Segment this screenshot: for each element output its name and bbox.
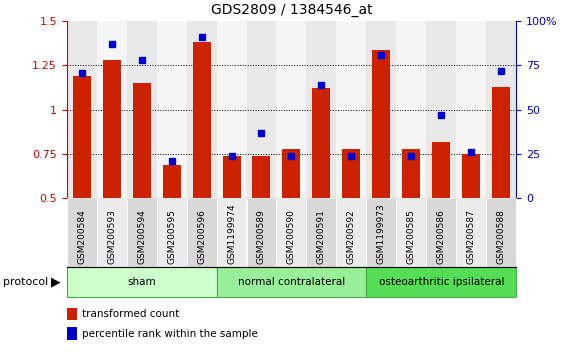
- Bar: [432, 142, 450, 198]
- Text: ▶: ▶: [51, 276, 60, 289]
- Bar: [246, 21, 277, 198]
- Bar: [426, 21, 456, 198]
- Bar: [396, 21, 426, 198]
- Bar: [403, 149, 420, 198]
- Text: sham: sham: [127, 277, 156, 287]
- Bar: [336, 21, 367, 198]
- Text: GSM200596: GSM200596: [197, 209, 206, 264]
- Text: GSM200584: GSM200584: [77, 209, 86, 264]
- Bar: [157, 21, 187, 198]
- Bar: [252, 156, 270, 198]
- Bar: [103, 60, 121, 198]
- Text: transformed count: transformed count: [82, 309, 179, 319]
- Bar: [126, 21, 157, 198]
- Bar: [162, 165, 180, 198]
- Bar: [277, 21, 306, 198]
- Bar: [342, 149, 360, 198]
- Text: percentile rank within the sample: percentile rank within the sample: [82, 329, 258, 339]
- Bar: [492, 87, 510, 198]
- Text: GSM200589: GSM200589: [257, 209, 266, 264]
- Text: GSM200591: GSM200591: [317, 209, 326, 264]
- Bar: [367, 21, 396, 198]
- Bar: [187, 21, 216, 198]
- Text: GSM200594: GSM200594: [137, 209, 146, 264]
- Text: GSM200592: GSM200592: [347, 209, 356, 264]
- Text: GSM1199974: GSM1199974: [227, 203, 236, 264]
- Text: GSM200593: GSM200593: [107, 209, 116, 264]
- Bar: [282, 149, 300, 198]
- Bar: [133, 83, 151, 198]
- Text: GSM200587: GSM200587: [467, 209, 476, 264]
- Bar: [223, 156, 241, 198]
- Bar: [486, 21, 516, 198]
- Bar: [313, 88, 331, 198]
- Text: GSM200595: GSM200595: [167, 209, 176, 264]
- Bar: [372, 50, 390, 198]
- Text: GSM1199973: GSM1199973: [377, 203, 386, 264]
- Bar: [456, 21, 486, 198]
- Text: osteoarthritic ipsilateral: osteoarthritic ipsilateral: [379, 277, 504, 287]
- Bar: [462, 154, 480, 198]
- Text: GSM200585: GSM200585: [407, 209, 416, 264]
- Bar: [97, 21, 126, 198]
- Bar: [193, 42, 211, 198]
- Text: protocol: protocol: [3, 277, 48, 287]
- Bar: [67, 21, 97, 198]
- Text: GSM200588: GSM200588: [496, 209, 506, 264]
- Text: GSM200586: GSM200586: [437, 209, 446, 264]
- Bar: [216, 21, 246, 198]
- Bar: [72, 76, 90, 198]
- Bar: [306, 21, 336, 198]
- Title: GDS2809 / 1384546_at: GDS2809 / 1384546_at: [211, 4, 372, 17]
- Text: GSM200590: GSM200590: [287, 209, 296, 264]
- Text: normal contralateral: normal contralateral: [238, 277, 345, 287]
